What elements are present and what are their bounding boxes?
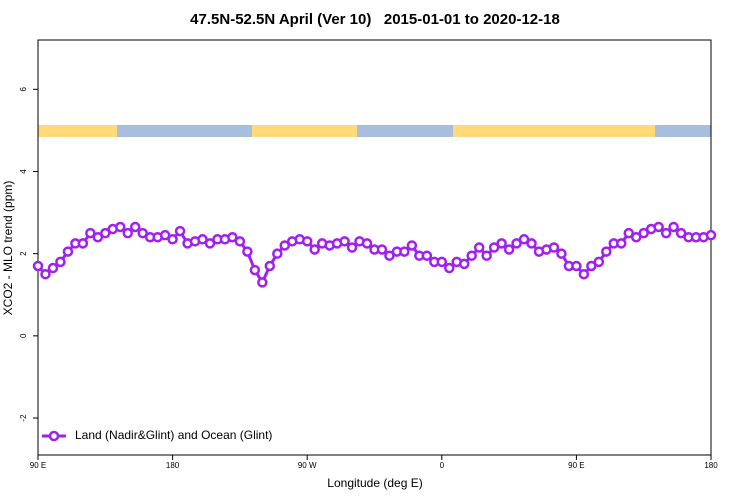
data-point [458,258,470,270]
data-point [481,250,492,261]
data-point [115,221,126,233]
data-point [384,250,395,261]
data-point [436,256,448,268]
x-tick-label: 90 E [30,461,46,470]
data-point [272,248,283,259]
y-axis-label: XCO2 - MLO trend (ppm) [1,181,15,316]
data-point [174,225,186,237]
data-point [668,221,679,233]
data-point [122,227,133,239]
ocean-strip [117,125,252,137]
data-point [77,238,89,249]
data-point [466,250,477,261]
data-point [346,242,358,253]
data-point [92,231,104,243]
data-point [473,242,485,253]
data-point [85,227,96,239]
data-point [526,238,537,249]
data-point [571,260,582,272]
land-ocean-band [38,125,711,137]
data-point [234,236,246,247]
data-point [129,221,141,233]
x-tick-label: 0 [440,461,445,470]
data-point [197,234,208,245]
y-tick-label: 6 [19,87,28,92]
data-point [511,238,522,249]
data-point [227,231,238,243]
data-point [638,227,649,239]
land-strip [38,125,117,137]
data-point [488,242,500,253]
data-point [578,268,590,280]
data-point [361,238,373,249]
data-point [309,244,320,255]
data-point [249,264,261,276]
data-point [167,234,178,245]
x-tick-label: 90 W [298,461,317,470]
data-point [339,236,350,247]
x-tick-label: 90 E [568,461,584,470]
chart-title: 47.5N-52.5N April (Ver 10) 2015-01-01 to… [190,11,560,28]
data-point [204,238,216,249]
data-point [62,246,74,257]
ocean-strip [357,125,453,137]
data-point [279,240,291,251]
data-point [100,227,111,239]
data-point [593,256,605,268]
data-point [137,227,148,239]
data-point [616,238,627,249]
data-point [503,244,515,255]
y-tick-label: 2 [19,251,28,256]
land-strip [252,125,357,137]
data-point [556,248,567,259]
data-point [257,277,268,288]
data-point [444,262,455,274]
data-point [301,236,313,247]
data-point [47,262,59,274]
data-point [496,238,507,249]
data-point [675,227,687,239]
land-strip [453,125,655,137]
data-point [421,250,433,261]
x-tick-label: 180 [166,461,180,470]
data-point [32,260,44,272]
x-axis-label: Longitude (deg E) [327,476,422,490]
data-point [601,246,612,257]
data-point [653,221,664,233]
data-point [40,268,51,280]
plot-frame [37,39,712,456]
data-point [399,246,410,257]
data-point [518,234,530,245]
data-point [55,256,66,268]
data-point [548,242,560,253]
data-point [705,229,717,241]
data-point [623,227,634,239]
x-tick-label: 180 [704,461,718,470]
data-point [586,260,597,272]
legend-label: Land (Nadir&Glint) and Ocean (Glint) [75,428,272,442]
y-tick-label: -2 [19,414,28,422]
data-point [630,231,642,243]
data-point [376,244,388,255]
legend-marker [48,430,60,442]
data-point [159,229,171,241]
data-point [264,260,276,272]
data-point [242,246,253,257]
ocean-strip [655,125,711,137]
y-tick-label: 4 [19,169,28,174]
data-point [406,240,418,251]
y-tick-label: 0 [19,333,28,338]
data-point [660,227,672,239]
